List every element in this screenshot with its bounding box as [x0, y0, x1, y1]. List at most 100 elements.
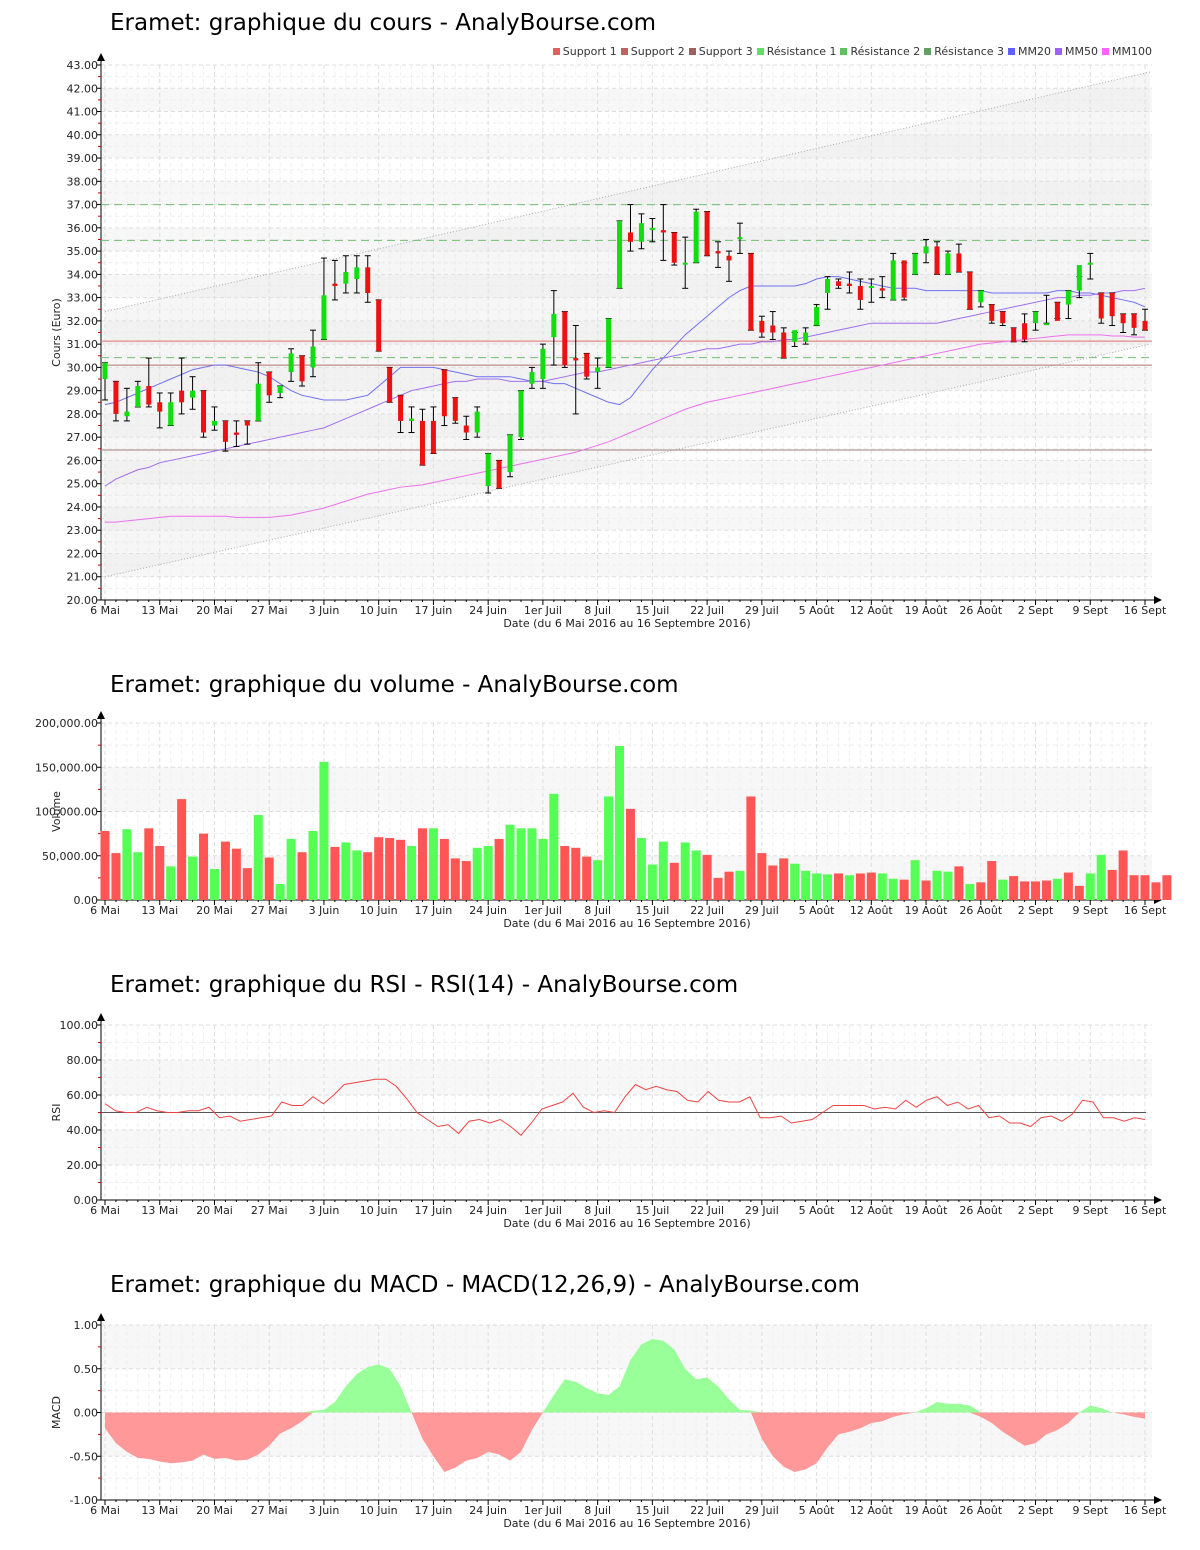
- candle: [331, 259, 338, 301]
- svg-text:20 Mai: 20 Mai: [196, 604, 233, 617]
- candle: [923, 238, 930, 264]
- volume-bar: [965, 884, 975, 900]
- svg-text:29.00: 29.00: [67, 385, 99, 398]
- volume-bar: [209, 869, 219, 900]
- volume-bar: [1118, 850, 1128, 900]
- volume-bar: [954, 866, 964, 900]
- price-chart: Eramet: graphique du cours - AnalyBourse…: [0, 0, 1200, 640]
- candle: [934, 241, 940, 275]
- legend-swatch: [1055, 48, 1063, 55]
- svg-text:2 Sept: 2 Sept: [1018, 904, 1054, 917]
- svg-text:10 Juin: 10 Juin: [360, 1204, 398, 1217]
- candle: [1098, 292, 1105, 324]
- volume-bar: [615, 746, 625, 900]
- legend-label: MM20: [1018, 45, 1052, 58]
- volume-bar: [746, 796, 756, 900]
- candle: [671, 231, 678, 266]
- volume-bar: [242, 868, 252, 900]
- candle: [134, 380, 141, 408]
- legend-swatch: [924, 48, 932, 55]
- candle: [966, 271, 973, 310]
- candle: [1109, 292, 1116, 327]
- volume-bar: [363, 852, 373, 900]
- candle: [868, 278, 875, 303]
- svg-text:43.00: 43.00: [67, 59, 99, 72]
- svg-text:24 Juin: 24 Juin: [469, 1204, 507, 1217]
- volume-chart: Eramet: graphique du volume - AnalyBours…: [0, 660, 1200, 940]
- candle: [747, 252, 754, 331]
- svg-text:15 Juil: 15 Juil: [635, 904, 669, 917]
- candle: [726, 250, 732, 282]
- svg-text:24 Juin: 24 Juin: [469, 1504, 507, 1517]
- volume-bar: [374, 837, 384, 900]
- svg-text:24.00: 24.00: [67, 501, 99, 514]
- candle: [452, 397, 459, 424]
- candle: [857, 278, 864, 310]
- candle: [474, 406, 481, 438]
- candle: [1010, 327, 1017, 343]
- volume-bar: [275, 884, 285, 900]
- svg-text:-1.00: -1.00: [70, 1494, 98, 1507]
- svg-text:15 Juil: 15 Juil: [635, 604, 669, 617]
- volume-bar: [1063, 872, 1073, 900]
- svg-text:39.00: 39.00: [67, 152, 99, 165]
- volume-bar: [790, 863, 800, 900]
- volume-bar: [166, 866, 176, 900]
- svg-text:Date (du 6 Mai 2016 au 16 Sept: Date (du 6 Mai 2016 au 16 Septembre 2016…: [503, 1517, 750, 1530]
- volume-bar: [199, 833, 209, 900]
- volume-bar: [1041, 880, 1051, 900]
- volume-bar: [122, 829, 132, 900]
- svg-text:36.00: 36.00: [67, 222, 99, 235]
- candle: [178, 357, 185, 415]
- svg-text:15 Juil: 15 Juil: [635, 1204, 669, 1217]
- svg-text:17 Juin: 17 Juin: [415, 904, 453, 917]
- candle: [528, 366, 535, 389]
- legend-label: MM50: [1065, 45, 1099, 58]
- svg-text:22 Juil: 22 Juil: [690, 604, 724, 617]
- volume-bar: [987, 861, 997, 900]
- svg-text:3 Juin: 3 Juin: [309, 1504, 340, 1517]
- svg-text:3 Juin: 3 Juin: [309, 1204, 340, 1217]
- candle: [1021, 313, 1028, 343]
- volume-bar: [286, 838, 296, 900]
- svg-text:2 Sept: 2 Sept: [1018, 1204, 1054, 1217]
- volume-bar: [177, 799, 187, 900]
- svg-text:12 Août: 12 Août: [850, 904, 894, 917]
- volume-bar: [1107, 869, 1117, 900]
- candle: [463, 415, 470, 440]
- volume-bar: [396, 839, 406, 900]
- price-chart-legend: Support 1 Support 2 Support 3 Résistance 1 R…: [549, 45, 1152, 58]
- svg-text:6 Mai: 6 Mai: [90, 1504, 120, 1517]
- svg-text:29 Juil: 29 Juil: [745, 904, 779, 917]
- volume-bar: [593, 860, 603, 900]
- candle: [211, 406, 218, 431]
- svg-text:1er Juil: 1er Juil: [524, 904, 562, 917]
- svg-text:38.00: 38.00: [67, 175, 99, 188]
- legend-swatch: [688, 48, 696, 55]
- svg-text:35.00: 35.00: [67, 245, 99, 258]
- candle: [758, 315, 765, 338]
- candle: [649, 218, 656, 243]
- svg-text:8 Juil: 8 Juil: [584, 1204, 611, 1217]
- candle: [627, 204, 634, 252]
- svg-text:Cours (Euro): Cours (Euro): [50, 298, 63, 367]
- svg-text:29 Juil: 29 Juil: [745, 1504, 779, 1517]
- volume-bar: [308, 830, 318, 900]
- svg-text:30.00: 30.00: [67, 361, 99, 374]
- volume-bar: [385, 838, 395, 900]
- svg-text:15 Juil: 15 Juil: [635, 1504, 669, 1517]
- volume-bar: [833, 873, 843, 900]
- legend-label: Résistance 1: [766, 45, 837, 58]
- svg-text:27 Mai: 27 Mai: [251, 904, 288, 917]
- candle: [189, 376, 196, 410]
- candle: [518, 390, 524, 440]
- candle: [704, 211, 711, 257]
- volume-bar: [866, 872, 876, 900]
- svg-text:40.00: 40.00: [67, 1124, 99, 1137]
- svg-text:10 Juin: 10 Juin: [360, 1504, 398, 1517]
- candle: [736, 222, 743, 254]
- volume-bar: [855, 873, 865, 900]
- svg-text:0.00: 0.00: [74, 894, 99, 907]
- candle: [912, 252, 919, 275]
- candle: [408, 406, 415, 434]
